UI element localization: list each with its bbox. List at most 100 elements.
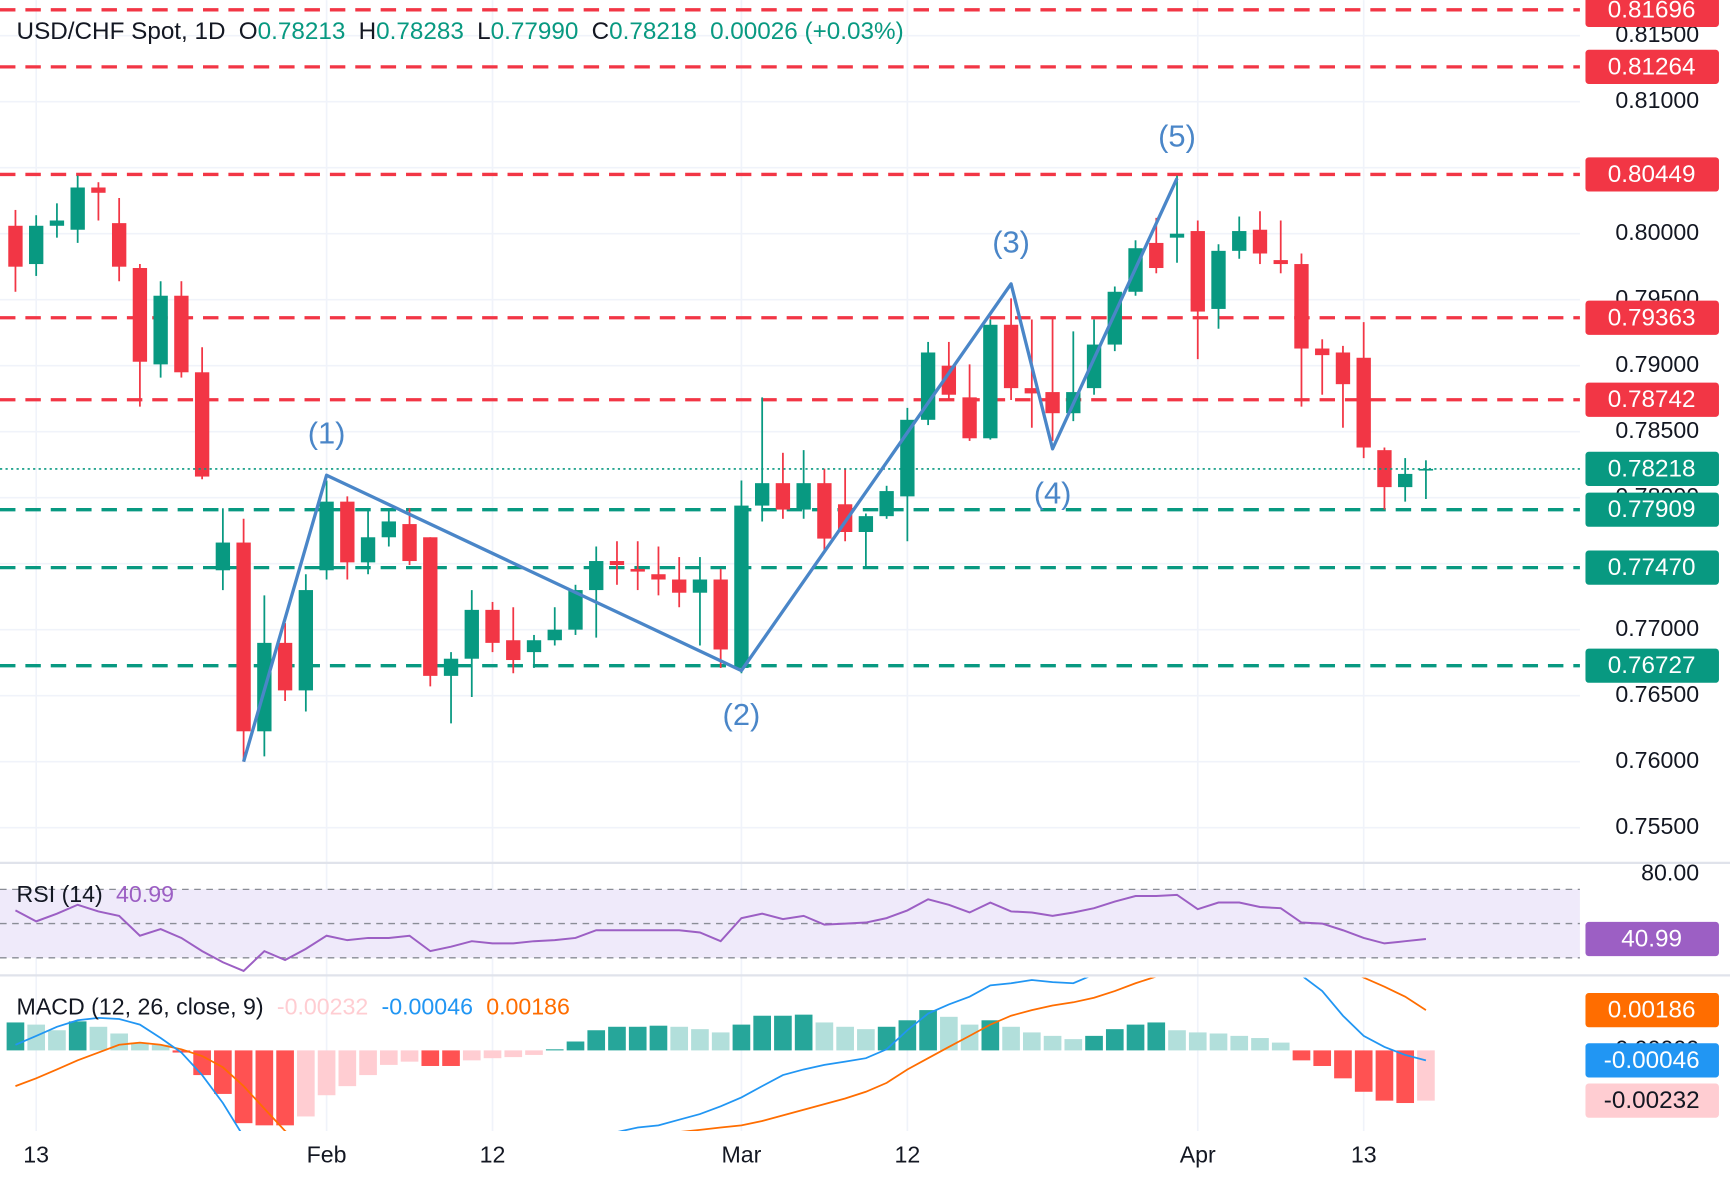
price-label: 0.78218 <box>1608 455 1696 482</box>
histogram-bar <box>545 1049 564 1051</box>
histogram-bar <box>400 1050 419 1062</box>
candle-body <box>8 225 23 267</box>
rsi-line <box>14 893 1427 973</box>
symbol: USD/CHF Spot, 1D <box>17 19 226 46</box>
histogram-bar <box>711 1032 730 1051</box>
candle-body <box>485 609 500 643</box>
y-tick-label: 0.76500 <box>1615 681 1699 707</box>
candle-body <box>49 220 65 226</box>
histogram-bar <box>193 1050 211 1076</box>
close-label: C <box>592 19 610 46</box>
rsi-value: 40.99 <box>116 881 174 907</box>
candle-body <box>962 397 977 439</box>
histogram-bar <box>214 1050 232 1094</box>
histogram-bar <box>960 1024 979 1051</box>
histogram-bar <box>442 1050 460 1066</box>
histogram-bar <box>1105 1029 1124 1051</box>
price-label: 40.99 <box>1621 925 1682 952</box>
histogram-value: -0.00232 <box>277 994 368 1020</box>
histogram-bar <box>566 1041 585 1051</box>
histogram-bar <box>1396 1050 1415 1104</box>
low-label: L <box>477 19 491 46</box>
histogram-bar <box>1292 1050 1311 1061</box>
candle-body <box>277 642 293 691</box>
candle-body <box>526 640 542 653</box>
histogram-bar <box>857 1029 875 1051</box>
histogram-bar <box>48 1030 66 1051</box>
price-label: 0.76727 <box>1608 652 1696 679</box>
histogram-bar <box>6 1022 25 1051</box>
candle-body <box>70 187 85 230</box>
price-pane: (1) (2) (3) (4) (5) <box>0 8 1580 763</box>
rsi-pane <box>0 888 1580 973</box>
macd-line <box>15 977 1427 1131</box>
histogram-bar <box>1168 1030 1186 1051</box>
price-label: 0.79363 <box>1608 304 1696 331</box>
histogram-bar <box>753 1015 771 1051</box>
price-label-box <box>1585 550 1719 585</box>
candle-body <box>609 561 625 565</box>
low-value: 0.77990 <box>491 19 579 46</box>
histogram-bar <box>297 1050 315 1117</box>
histogram-bar <box>628 1026 647 1051</box>
histogram-bar <box>1064 1039 1083 1051</box>
histogram-bar <box>587 1030 606 1051</box>
histogram-bar <box>1085 1035 1103 1051</box>
candle-body <box>879 491 894 517</box>
candle-body <box>1377 450 1392 488</box>
candle-body <box>1211 250 1226 309</box>
wave-line <box>242 177 1179 763</box>
candle-body <box>1045 392 1060 414</box>
price-label-box <box>1585 1043 1719 1078</box>
price-label-box <box>1585 157 1719 192</box>
histogram-bar <box>1126 1024 1145 1051</box>
candle-body <box>630 568 645 572</box>
candle-body <box>547 629 562 641</box>
histogram-bar <box>691 1029 709 1051</box>
candle-body <box>1315 348 1330 356</box>
macd-value: -0.00046 <box>382 994 473 1020</box>
candle-body <box>340 501 355 563</box>
histogram-bar <box>670 1026 689 1051</box>
candle-body <box>1024 388 1039 394</box>
candle-body <box>1190 231 1205 312</box>
price-label-box <box>1585 300 1719 335</box>
candle-body <box>1335 352 1351 385</box>
histogram-bar <box>608 1026 626 1051</box>
candle-body <box>1273 260 1288 265</box>
histogram-bar <box>1022 1032 1041 1051</box>
histogram-bar <box>462 1050 481 1061</box>
y-tick-label: 0.81000 <box>1615 87 1699 113</box>
histogram-bar <box>774 1015 792 1051</box>
histogram-bar <box>877 1026 896 1051</box>
histogram-bar <box>255 1050 274 1126</box>
price-label-box <box>1585 451 1719 487</box>
rsi-header: RSI (14) 40.99 <box>17 881 174 907</box>
candle-body <box>796 483 811 510</box>
candle-body <box>817 483 832 539</box>
candle-body <box>713 579 728 650</box>
price-label-box <box>1585 921 1719 957</box>
open-value: 0.78213 <box>258 19 346 46</box>
histogram-bar <box>1043 1035 1062 1051</box>
y-tick-label: 0.77000 <box>1615 615 1699 641</box>
candle-body <box>941 365 957 395</box>
histogram-bar <box>836 1026 854 1051</box>
price-label-box <box>1585 648 1719 683</box>
price-label: 0.77909 <box>1608 496 1696 523</box>
x-tick-label: 13 <box>23 1141 49 1167</box>
histogram-bar <box>649 1025 668 1051</box>
candle-body <box>1232 231 1247 251</box>
histogram-bar <box>1002 1026 1020 1051</box>
x-tick-label: 12 <box>894 1141 920 1167</box>
histogram-bar <box>1209 1033 1228 1051</box>
candle-body <box>1252 229 1268 254</box>
candle-body <box>692 579 708 593</box>
histogram-bar <box>151 1044 170 1051</box>
histogram-bar <box>172 1050 191 1053</box>
price-label-box <box>1585 49 1719 84</box>
rsi-title: RSI (14) <box>17 881 103 907</box>
candle-body <box>215 542 231 571</box>
